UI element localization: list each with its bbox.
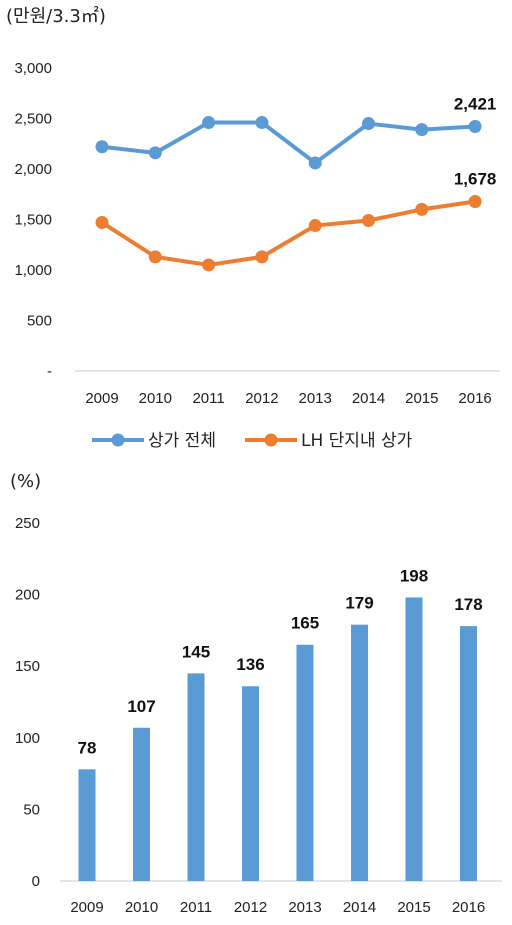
bar-chart-x-tick-label: 2009 <box>70 899 103 916</box>
bar-chart-y-tick-label: 150 <box>15 658 40 675</box>
line-chart-unit-label: (만원/3.3㎡) <box>6 5 106 27</box>
bar-value-label: 178 <box>454 595 482 614</box>
bar-chart-y-tick-label: 100 <box>15 730 40 747</box>
bar-value-label: 107 <box>127 697 155 716</box>
line-chart-y-tick-label: 1,000 <box>14 262 52 279</box>
bar <box>296 644 314 881</box>
line-chart-x-axis: 2009 2010 2011 2012 2013 2014 2015 2016 <box>85 390 491 407</box>
legend-series-2-label: LH 단지내 상가 <box>301 431 413 451</box>
line-series-1-point <box>255 116 269 130</box>
line-chart: (만원/3.3㎡) -5001,0001,5002,0002,5003,000 … <box>6 5 500 451</box>
line-chart-x-tick-label: 2014 <box>352 390 385 407</box>
bar-chart-x-tick-label: 2012 <box>234 899 267 916</box>
line-series-1-point <box>308 156 322 170</box>
bar-chart-bars: 78 107 145 136 165 179 198 178 <box>78 566 483 881</box>
bar-value-label: 145 <box>182 642 210 661</box>
bar <box>405 597 423 881</box>
bar <box>460 626 477 881</box>
bar-chart-y-axis: 0 50 100 150 200 250 <box>15 515 40 890</box>
line-chart-y-tick-label: 3,000 <box>14 60 52 77</box>
line-series-1-end-label: 2,421 <box>454 94 497 113</box>
bar-value-label: 165 <box>291 614 319 633</box>
line-series-2-point <box>95 216 109 230</box>
line-series-2-point <box>362 214 375 228</box>
line-chart-x-tick-label: 2010 <box>139 390 172 407</box>
line-series-2-point <box>202 258 216 272</box>
line-chart-y-tick-label: 2,000 <box>14 161 52 178</box>
line-chart-y-tick-label: 500 <box>27 313 52 330</box>
bar-chart-x-tick-label: 2015 <box>397 899 430 916</box>
line-series-1-line <box>101 120 476 165</box>
bar-value-label: 179 <box>345 594 373 613</box>
line-chart-x-tick-label: 2016 <box>458 390 491 407</box>
bar-chart-y-tick-label: 0 <box>32 873 40 890</box>
line-series-1-point <box>202 116 216 130</box>
bar-chart-y-tick-label: 200 <box>15 587 40 604</box>
line-series-2-point <box>468 195 482 209</box>
bar-chart-x-tick-label: 2014 <box>343 899 376 916</box>
bar <box>133 727 150 881</box>
line-series-1-point <box>415 123 429 137</box>
bar-value-label: 78 <box>78 738 97 757</box>
line-chart-y-tick-label: 2,500 <box>14 111 52 128</box>
bar-chart-y-tick-label: 50 <box>23 801 40 818</box>
bar-chart-x-tick-label: 2013 <box>288 899 321 916</box>
bar-chart-x-axis: 2009 2010 2011 2012 2013 2014 2015 2016 <box>70 899 485 916</box>
line-chart-y-axis: - 500 1,000 1,500 2,000 2,500 3,000 <box>14 60 52 380</box>
line-chart-x-tick-label: 2013 <box>299 390 332 407</box>
bar-chart-unit-label: (%) <box>10 471 41 492</box>
line-series-2-point <box>308 219 322 233</box>
line-series-2-line <box>100 199 476 267</box>
line-series-2-point <box>148 250 162 264</box>
line-chart-x-tick-label: 2015 <box>405 390 438 407</box>
bar-value-label: 198 <box>400 566 428 585</box>
line-series-1-point <box>148 146 162 160</box>
line-chart-x-tick-label: 2009 <box>85 390 118 407</box>
line-series-1-point <box>95 140 109 154</box>
line-chart-y-tick-label: 1,500 <box>14 212 52 229</box>
bar-value-label: 136 <box>236 655 264 674</box>
legend-series-1-marker <box>111 433 125 447</box>
bar <box>187 673 205 881</box>
line-series-1-point <box>362 117 375 131</box>
bar <box>242 686 259 881</box>
line-chart-x-tick-label: 2012 <box>245 390 278 407</box>
bar <box>78 769 96 881</box>
bar-chart-y-tick-label: 250 <box>15 515 40 532</box>
line-chart-y-tick-label: - <box>47 363 52 380</box>
line-chart-series-group: 2,421 1,678 <box>95 94 497 272</box>
bar-chart-x-tick-label: 2016 <box>452 899 485 916</box>
bar-chart-x-tick-label: 2011 <box>180 899 212 916</box>
line-series-2-point <box>415 202 429 216</box>
line-series-1-point <box>468 119 482 133</box>
bar <box>351 624 368 881</box>
legend-series-2-marker <box>264 433 278 447</box>
line-chart-legend: 상가 전체 LH 단지내 상가 <box>92 431 413 451</box>
line-series-2-point <box>255 250 269 264</box>
legend-series-1-label: 상가 전체 <box>148 431 216 451</box>
line-series-2-end-label: 1,678 <box>454 170 497 189</box>
line-chart-x-tick-label: 2011 <box>192 390 224 407</box>
bar-chart-x-tick-label: 2010 <box>125 899 158 916</box>
